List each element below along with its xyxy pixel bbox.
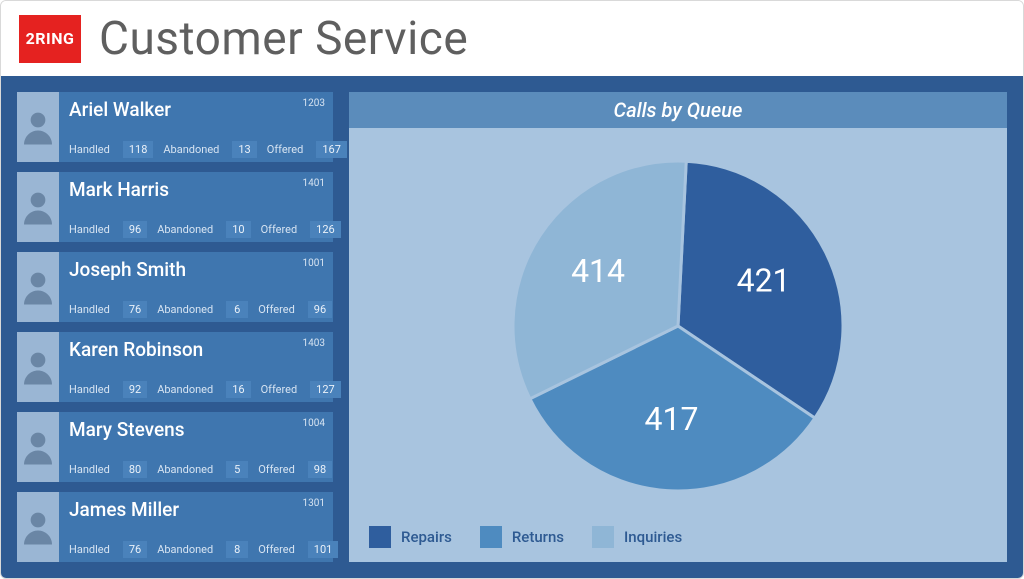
- agent-id: 1203: [303, 98, 325, 109]
- agent-id: 1004: [303, 418, 325, 429]
- agent-photo: [17, 332, 59, 402]
- agent-name: Joseph Smith: [69, 258, 332, 281]
- stat-abandoned-label: Abandoned: [157, 463, 213, 476]
- agent-stats: Handled 76 Abandoned 8 Offered 101: [69, 541, 338, 558]
- stat-handled-value: 118: [123, 141, 154, 158]
- stat-abandoned-label: Abandoned: [163, 143, 219, 156]
- stat-offered-value: 167: [316, 141, 347, 158]
- agent-stats: Handled 76 Abandoned 6 Offered 96: [69, 301, 332, 318]
- pie-chart: 421 417 414: [508, 156, 848, 500]
- agent-photo: [17, 412, 59, 482]
- page-title: Customer Service: [99, 12, 468, 66]
- agent-name: Karen Robinson: [69, 338, 341, 361]
- agent-name: Mary Stevens: [69, 418, 332, 441]
- agent-photo: [17, 92, 59, 162]
- stat-handled-label: Handled: [69, 223, 110, 236]
- agent-stats: Handled 118 Abandoned 13 Offered 167: [69, 141, 347, 158]
- stat-handled-label: Handled: [69, 463, 110, 476]
- stat-handled-value: 76: [123, 301, 147, 318]
- stat-abandoned-value: 8: [226, 541, 248, 558]
- agent-stats: Handled 80 Abandoned 5 Offered 98: [69, 461, 332, 478]
- pie-slice-label: 417: [645, 400, 699, 438]
- stat-offered-label: Offered: [258, 303, 295, 316]
- stat-abandoned-value: 16: [226, 381, 250, 398]
- logo: 2RING: [19, 15, 81, 63]
- stat-handled-value: 80: [123, 461, 147, 478]
- stat-abandoned-label: Abandoned: [157, 223, 213, 236]
- agent-stats: Handled 92 Abandoned 16 Offered 127: [69, 381, 341, 398]
- agent-stats: Handled 96 Abandoned 10 Offered 126: [69, 221, 341, 238]
- legend-swatch: [480, 526, 502, 548]
- agent-list: Ariel WalkerHandled118Abandoned13Offered…: [17, 92, 333, 562]
- legend-label: Inquiries: [624, 528, 682, 546]
- pie-slice-label: 414: [571, 251, 625, 289]
- stat-abandoned-value: 10: [226, 221, 250, 238]
- agent-card[interactable]: Mark HarrisHandled96Abandoned10Offered12…: [17, 172, 333, 242]
- stat-offered-value: 127: [310, 381, 341, 398]
- stat-abandoned-label: Abandoned: [157, 383, 213, 396]
- legend-swatch: [592, 526, 614, 548]
- stat-handled-label: Handled: [69, 383, 110, 396]
- stat-abandoned-value: 5: [226, 461, 248, 478]
- stat-handled-label: Handled: [69, 303, 110, 316]
- legend-item: Returns: [480, 526, 564, 548]
- agent-name: James Miller: [69, 498, 338, 521]
- agent-card[interactable]: Joseph Smith Handled 76 Abandoned 6 Offered 96…: [17, 252, 333, 322]
- stat-offered-label: Offered: [258, 543, 295, 556]
- legend-label: Repairs: [401, 528, 452, 546]
- stat-abandoned-label: Abandoned: [157, 543, 213, 556]
- chart-panel: Calls by Queue 421 417 414 Repairs Returns I…: [349, 92, 1007, 562]
- stat-offered-value: 126: [310, 221, 341, 238]
- agent-card[interactable]: Mary Stevens Handled 80 Abandoned 5 Offered 98…: [17, 412, 333, 482]
- chart-area: 421 417 414 Repairs Returns Inquiries: [349, 128, 1007, 562]
- stat-offered-label: Offered: [258, 463, 295, 476]
- stat-handled-value: 96: [123, 221, 147, 238]
- agent-info: Joseph Smith Handled 76 Abandoned 6 Offered 96: [59, 252, 342, 322]
- stat-handled-value: 76: [123, 541, 147, 558]
- agent-photo: [17, 252, 59, 322]
- stat-offered-label: Offered: [267, 143, 304, 156]
- chart-legend: Repairs Returns Inquiries: [369, 526, 682, 548]
- agent-info: Mary Stevens Handled 80 Abandoned 5 Offered 98: [59, 412, 342, 482]
- stat-abandoned-value: 6: [226, 301, 248, 318]
- pie-slice-label: 421: [737, 261, 791, 299]
- agent-card[interactable]: Karen RobinsonHandled92Abandoned16Offere…: [17, 332, 333, 402]
- header: 2RING Customer Service: [1, 1, 1023, 76]
- agent-id: 1001: [303, 258, 325, 269]
- legend-item: Inquiries: [592, 526, 682, 548]
- dashboard-frame: 2RING Customer Service Ariel WalkerHandl…: [0, 0, 1024, 579]
- agent-card[interactable]: James MillerHandled76Abandoned8Offered10…: [17, 492, 333, 562]
- legend-label: Returns: [512, 528, 564, 546]
- legend-item: Repairs: [369, 526, 452, 548]
- agent-card[interactable]: Ariel WalkerHandled118Abandoned13Offered…: [17, 92, 333, 162]
- stat-abandoned-value: 13: [232, 141, 256, 158]
- agent-photo: [17, 492, 59, 562]
- body: Ariel WalkerHandled118Abandoned13Offered…: [1, 76, 1023, 578]
- agent-name: Mark Harris: [69, 178, 341, 201]
- agent-id: 1301: [303, 498, 325, 509]
- stat-offered-value: 101: [308, 541, 339, 558]
- agent-id: 1403: [303, 338, 325, 349]
- agent-id: 1401: [303, 178, 325, 189]
- stat-offered-value: 96: [308, 301, 332, 318]
- chart-title: Calls by Queue: [349, 92, 1007, 128]
- stat-offered-label: Offered: [261, 223, 298, 236]
- stat-handled-value: 92: [123, 381, 147, 398]
- stat-offered-label: Offered: [261, 383, 298, 396]
- agent-photo: [17, 172, 59, 242]
- stat-handled-label: Handled: [69, 543, 110, 556]
- stat-offered-value: 98: [308, 461, 332, 478]
- stat-abandoned-label: Abandoned: [157, 303, 213, 316]
- legend-swatch: [369, 526, 391, 548]
- stat-handled-label: Handled: [69, 143, 110, 156]
